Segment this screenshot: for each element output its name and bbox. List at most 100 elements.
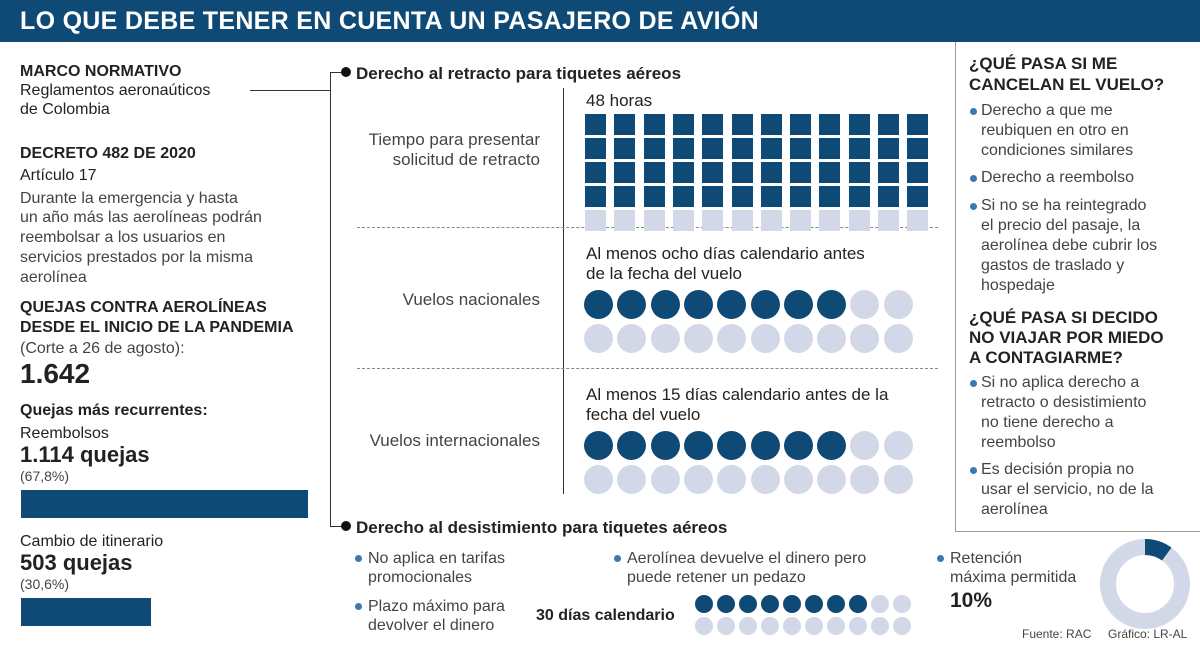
day-dot-filled [683,290,713,319]
connector-line [330,72,342,73]
hour-square-filled [819,162,841,183]
donut-track [1100,539,1190,629]
quejas-title-1: QUEJAS CONTRA AEROLÍNEAS [20,299,267,316]
hour-square-filled [907,138,929,159]
day-dot-empty [817,465,847,494]
hour-square-filled [643,162,665,183]
q1-heading: CANCELAN EL VUELO? [969,75,1165,94]
hour-square-filled [878,114,899,135]
day-dot-filled [617,431,647,460]
day-dot-filled [783,595,801,613]
bullet-dot [970,467,977,474]
bullet-dot [970,175,977,182]
desist-bullet-3: puede retener un pedazo [627,569,806,586]
desist-bullet-1: No aplica en tarifas [368,550,505,567]
q2-item-1: Si no aplica derecho a [981,374,1140,391]
day-dot-filled [683,431,713,460]
hour-square-filled [614,114,636,135]
bullet-dot [355,555,362,562]
hour-square-filled [702,138,724,159]
day-dot-empty [827,617,845,635]
day-dot-filled [805,595,823,613]
day-dot-empty [883,431,913,460]
day-dot-empty [650,324,680,353]
hour-square-filled [672,162,694,183]
day-dot-empty [849,617,867,635]
hour-square-filled [614,186,636,207]
q2-heading: ¿QUÉ PASA SI DECIDO [969,308,1158,327]
connector-line [330,72,331,527]
corte-date: (Corte a 26 de agosto): [20,340,185,357]
hour-square-filled [878,186,899,207]
day-dot-empty [650,465,680,494]
retracto-divider [563,88,564,494]
item-pct: (67,8%) [20,468,70,484]
hour-square-filled [672,138,694,159]
row-caption: Al menos 15 días calendario antes de la [586,385,889,404]
articulo: Artículo 17 [20,167,97,184]
desist-bullet-1: promocionales [368,569,473,586]
day-dot-empty [883,290,913,319]
day-dot-empty [717,465,747,494]
day-dot-empty [717,617,735,635]
item-count: 1.114 quejas [20,442,150,467]
quejas-title-2: DESDE EL INICIO DE LA PANDEMIA [20,319,294,336]
hour-square-filled [878,138,899,159]
hour-square-filled [760,186,782,207]
day-dot-empty [883,324,913,353]
day-dot-filled [717,290,747,319]
page-title: LO QUE DEBE TENER EN CUENTA UN PASAJERO … [20,7,760,35]
row-label: solicitud de retracto [392,150,540,169]
hour-square-filled [907,162,929,183]
hour-square-filled [672,186,694,207]
heading-dot [341,521,351,531]
item-label: Reembolsos [20,425,109,442]
retencion-label: máxima permitida [950,569,1077,586]
hour-square-filled [585,138,606,159]
hour-square-filled [731,162,753,183]
dias-label: 30 días calendario [536,607,675,624]
hour-square-filled [819,186,841,207]
heading-dot [341,67,351,77]
row-label: Vuelos nacionales [402,290,540,309]
row-caption: Al menos ocho días calendario antes [586,244,865,263]
right-column-border [955,42,956,532]
retracto-heading: Derecho al retracto para tiquetes aéreos [356,64,682,83]
hour-square-filled [643,114,665,135]
marco-line1: Reglamentos aeronaúticos [20,82,211,99]
hour-square-filled [790,114,812,135]
hour-square-filled [848,138,870,159]
hour-square-filled [643,138,665,159]
day-dot-filled [650,431,680,460]
title-banner: LO QUE DEBE TENER EN CUENTA UN PASAJERO … [0,0,1200,42]
day-dot-filled [849,595,867,613]
day-dot-filled [761,595,779,613]
day-dot-empty [617,465,647,494]
day-dot-empty [893,595,911,613]
hour-square-filled [614,138,636,159]
day-dot-empty [850,290,880,319]
hour-square-filled [672,114,694,135]
hour-square-filled [731,114,753,135]
bullet-dot [355,603,362,610]
decreto-line: un año más las aerolíneas podrán [20,209,262,226]
day-dot-empty [850,431,880,460]
retencion-label: Retención [950,550,1023,567]
day-dot-empty [893,617,911,635]
retencion-value: 10% [950,589,993,612]
hour-square-empty [643,210,665,231]
day-dot-filled [717,595,735,613]
connector-line [250,90,330,91]
hour-square-empty [672,210,694,231]
decreto-title: DECRETO 482 DE 2020 [20,145,196,162]
day-dot-empty [871,595,889,613]
q2-heading: NO VIAJAR POR MIEDO [969,328,1164,347]
desist-bullet-2: Plazo máximo para [368,598,505,615]
day-dot-filled [695,595,713,613]
day-dot-empty [584,324,613,353]
day-dot-empty [750,324,780,353]
hour-square-filled [702,162,724,183]
hour-square-filled [614,162,636,183]
day-dot-empty [783,465,813,494]
marco-line2: de Colombia [20,101,110,118]
